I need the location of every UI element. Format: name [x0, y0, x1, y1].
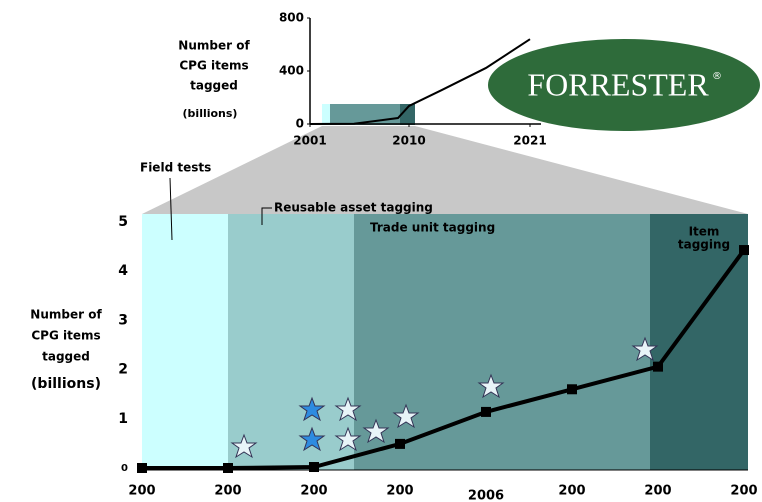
y-tick-label: 400 [279, 64, 304, 78]
star [298, 396, 326, 422]
y-tick-label: 1 [118, 411, 128, 427]
point [223, 463, 233, 473]
phase-band [354, 214, 650, 470]
y-tick-label: 0 [121, 463, 128, 474]
annotation: Field tests [140, 161, 211, 175]
logo-ellipse [488, 39, 760, 131]
x-tick-label: 200 [558, 484, 585, 499]
x-tick-label: 200 [214, 484, 241, 499]
y-tick-label: 5 [118, 214, 128, 230]
y-label: CPG items [31, 329, 100, 343]
point [567, 384, 577, 395]
star [631, 336, 659, 362]
zoom-funnel [142, 126, 748, 214]
stars [230, 336, 659, 459]
star [230, 433, 258, 459]
y-tick-label: 3 [118, 312, 128, 328]
x-tick-label: 2021 [513, 134, 546, 148]
y-label: (billions) [31, 376, 101, 392]
phase-band [650, 214, 748, 470]
point [739, 245, 749, 256]
star [477, 373, 505, 399]
x-tick-label: 200 [300, 484, 327, 499]
x-tick-label: 2010 [392, 134, 425, 148]
point [309, 462, 319, 473]
point [481, 406, 491, 417]
x-tick-label: 2006 [468, 489, 504, 502]
logo: FORRESTER [527, 66, 709, 102]
y-tick-label: 2 [118, 362, 128, 378]
inset-y-label: Number of [178, 39, 250, 53]
line [142, 248, 746, 470]
annotation: tagging [678, 238, 730, 252]
point [395, 438, 405, 449]
x-tick-label: 200 [644, 484, 671, 499]
point [137, 463, 147, 473]
star [362, 418, 390, 444]
annotation: Trade unit tagging [370, 221, 495, 235]
point [653, 361, 663, 372]
x-tick-label: 200 [128, 484, 155, 499]
phase-band [228, 214, 354, 470]
x-tick-label: 2001 [293, 134, 326, 148]
y-tick-label: 4 [118, 263, 128, 279]
inset-band [400, 104, 415, 125]
phase-band [142, 214, 228, 470]
logo-mark: ® [712, 71, 722, 82]
inset-y-label: tagged [190, 79, 238, 93]
star [298, 426, 326, 452]
star [334, 426, 362, 452]
star [334, 396, 362, 422]
annotation: Item [689, 225, 720, 239]
y-label: Number of [30, 308, 102, 322]
annotation: Reusable asset tagging [274, 201, 433, 215]
leader [169, 177, 173, 241]
inset-y-label: CPG items [179, 59, 248, 73]
y-label: tagged [42, 350, 90, 364]
line [309, 38, 531, 125]
y-tick-label: 0 [296, 117, 304, 131]
star [392, 403, 420, 429]
inset-y-label: (billions) [183, 107, 238, 120]
x-tick-label: 200 [386, 484, 413, 499]
x-tick-label: 200 [730, 484, 757, 499]
inset-band [322, 104, 330, 125]
y-tick-label: 800 [279, 11, 304, 25]
leader [261, 207, 272, 225]
